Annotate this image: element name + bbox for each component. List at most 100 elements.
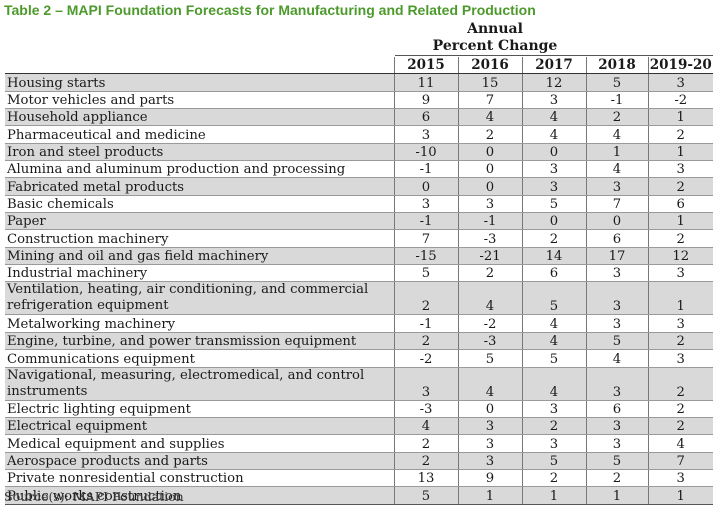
value-cell: 3: [393, 195, 458, 214]
value-cell: 0: [457, 400, 522, 418]
value-cell: 1: [585, 143, 648, 162]
value-cell: 3: [457, 452, 522, 470]
value-cell: 3: [647, 469, 713, 488]
value-cell: -2: [457, 314, 522, 333]
row-label: Electric lighting equipment: [5, 400, 394, 418]
value-cell: 5: [393, 486, 458, 505]
table-row: Alumina and aluminum production and proc…: [5, 160, 713, 179]
row-label: Navigational, measuring, electromedical,…: [5, 367, 394, 401]
year-header: 2018: [585, 57, 648, 75]
row-label: Motor vehicles and parts: [5, 91, 394, 110]
value-cell: 3: [585, 417, 648, 436]
value-cell: 4: [521, 108, 586, 127]
row-label: Construction machinery: [5, 229, 394, 248]
value-cell: 3: [521, 177, 586, 196]
value-cell: 2: [585, 108, 648, 127]
row-label: Fabricated metal products: [5, 177, 394, 196]
value-cell: -3: [457, 229, 522, 248]
table-row: Household appliance 6 4 4 2 1: [5, 108, 713, 127]
value-cell: 3: [457, 417, 522, 436]
table-row: Engine, turbine, and power transmission …: [5, 332, 713, 351]
forecast-table: 2015 2016 2017 2018 2019-20 Housing star…: [5, 57, 713, 505]
value-cell: 3: [647, 349, 713, 368]
value-cell: 0: [393, 177, 458, 196]
value-cell: 0: [457, 143, 522, 162]
value-cell: -1: [393, 212, 458, 231]
value-cell: 3: [585, 314, 648, 333]
value-cell: 2: [647, 417, 713, 436]
value-cell: -2: [647, 91, 713, 110]
value-cell: 0: [585, 212, 648, 231]
label-column-header: [5, 57, 394, 75]
table-row: Metalworking machinery -1 -2 4 3 3: [5, 314, 713, 333]
table-row: Electric lighting equipment -3 0 3 6 2: [5, 400, 713, 418]
table-row: Electrical equipment 4 3 2 3 2: [5, 417, 713, 436]
row-label: Industrial machinery: [5, 264, 394, 283]
value-cell: 4: [521, 125, 586, 144]
value-cell: 0: [457, 177, 522, 196]
value-cell: -1: [585, 91, 648, 110]
value-cell: 3: [457, 434, 522, 453]
value-cell: 5: [521, 195, 586, 214]
table-row: Communications equipment -2 5 5 4 3: [5, 349, 713, 368]
value-cell: 14: [521, 247, 586, 266]
value-cell: 7: [585, 195, 648, 214]
value-cell: 2: [521, 469, 586, 488]
value-cell: 6: [647, 195, 713, 214]
value-cell: 0: [521, 143, 586, 162]
table-row: Iron and steel products -10 0 0 1 1: [5, 143, 713, 162]
header-line-percent-change: Percent Change: [432, 38, 558, 54]
value-cell: 2: [393, 434, 458, 453]
value-cell: 2: [457, 264, 522, 283]
value-cell: -21: [457, 247, 522, 266]
value-cell: 0: [521, 212, 586, 231]
value-cell: 12: [647, 247, 713, 266]
row-label: Engine, turbine, and power transmission …: [5, 332, 394, 351]
value-cell: 12: [521, 73, 586, 92]
value-cell: 15: [457, 73, 522, 92]
value-cell: 6: [585, 229, 648, 248]
value-cell: 6: [393, 108, 458, 127]
value-cell: -1: [457, 212, 522, 231]
value-cell: 3: [647, 160, 713, 179]
value-cell: 5: [585, 452, 648, 470]
table-row: Motor vehicles and parts 9 7 3 -1 -2: [5, 91, 713, 110]
value-cell: 1: [457, 486, 522, 505]
source-note: Source(s): MAPI Foundation: [4, 489, 184, 504]
table-row: Aerospace products and parts 2 3 5 5 7: [5, 452, 713, 470]
header-line-annual: Annual: [467, 21, 523, 37]
value-cell: 3: [585, 177, 648, 196]
value-cell: 5: [393, 264, 458, 283]
value-cell: 7: [457, 91, 522, 110]
value-cell: 2: [393, 281, 458, 316]
value-cell: 9: [393, 91, 458, 110]
value-cell: -15: [393, 247, 458, 266]
table-row: Industrial machinery 5 2 6 3 3: [5, 264, 713, 283]
value-cell: 3: [585, 281, 648, 316]
value-cell: 9: [457, 469, 522, 488]
row-label: Communications equipment: [5, 349, 394, 368]
value-cell: 1: [647, 486, 713, 505]
value-cell: 7: [393, 229, 458, 248]
value-cell: 3: [647, 264, 713, 283]
value-cell: -10: [393, 143, 458, 162]
value-cell: 7: [647, 452, 713, 470]
value-cell: 4: [457, 281, 522, 316]
value-cell: 4: [521, 367, 586, 401]
row-label: Basic chemicals: [5, 195, 394, 214]
value-cell: 4: [457, 367, 522, 401]
row-label: Medical equipment and supplies: [5, 434, 394, 453]
row-label: Metalworking machinery: [5, 314, 394, 333]
row-label: Aerospace products and parts: [5, 452, 394, 470]
row-label: Public works construction: [5, 486, 394, 505]
value-cell: 2: [393, 332, 458, 351]
row-label: Private nonresidential construction: [5, 469, 394, 488]
row-label: Alumina and aluminum production and proc…: [5, 160, 394, 179]
value-cell: 6: [585, 400, 648, 418]
value-cell: 5: [521, 452, 586, 470]
value-cell: 4: [647, 434, 713, 453]
table-row: Basic chemicals 3 3 5 7 6: [5, 195, 713, 214]
column-group-header: Annual Percent Change: [395, 21, 595, 55]
value-cell: 2: [647, 332, 713, 351]
value-cell: 2: [585, 469, 648, 488]
